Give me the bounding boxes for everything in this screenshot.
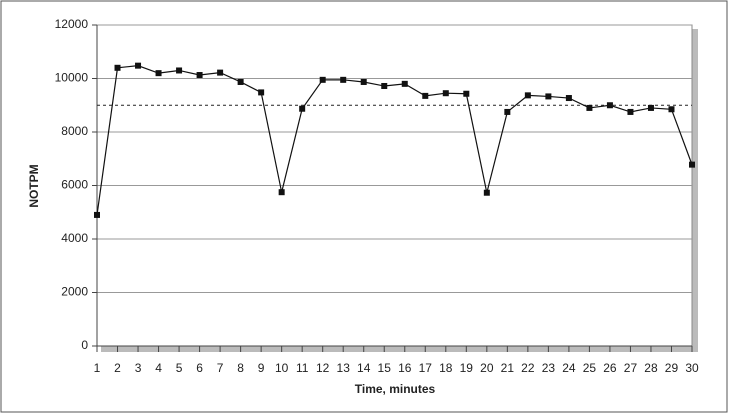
data-point <box>463 90 470 97</box>
data-point <box>258 89 265 96</box>
x-tick-label: 15 <box>378 361 392 375</box>
x-axis-title: Time, minutes <box>355 382 436 396</box>
x-tick-label: 29 <box>665 361 679 375</box>
data-point <box>114 64 121 71</box>
x-tick-label: 3 <box>135 361 142 375</box>
x-tick-label: 28 <box>644 361 658 375</box>
x-tick-label: 12 <box>316 361 330 375</box>
x-tick-label: 25 <box>583 361 597 375</box>
x-tick-label: 13 <box>337 361 351 375</box>
data-point <box>299 105 306 112</box>
x-tick-label: 27 <box>624 361 638 375</box>
data-point <box>196 72 203 79</box>
x-tick-label: 19 <box>460 361 474 375</box>
data-point <box>565 95 572 102</box>
x-tick-label: 8 <box>237 361 244 375</box>
x-tick-label: 17 <box>419 361 433 375</box>
data-line <box>96 65 693 216</box>
y-tick-label: 12000 <box>55 17 89 31</box>
data-point <box>504 108 511 115</box>
data-point <box>689 161 695 168</box>
data-point <box>135 62 142 69</box>
data-point <box>442 90 449 97</box>
data-point <box>627 108 634 115</box>
data-point <box>422 92 429 99</box>
x-tick-label: 5 <box>176 361 183 375</box>
x-tick-label: 4 <box>155 361 162 375</box>
data-point <box>401 80 408 87</box>
x-tick-label: 20 <box>480 361 494 375</box>
x-tick-label: 14 <box>357 361 371 375</box>
x-tick-label: 30 <box>685 361 699 375</box>
x-tick-label: 16 <box>398 361 412 375</box>
data-point <box>155 70 162 77</box>
y-axis-title: NOTPM <box>27 164 41 207</box>
data-point <box>606 102 613 109</box>
data-point <box>340 76 347 83</box>
data-point <box>668 106 675 113</box>
y-tick-label: 4000 <box>61 231 88 245</box>
data-point <box>94 211 100 218</box>
x-tick-label: 1 <box>94 361 101 375</box>
data-point <box>381 82 388 89</box>
y-tick-label: 2000 <box>61 285 88 299</box>
y-tick-label: 8000 <box>61 124 88 138</box>
x-tick-label: 21 <box>501 361 515 375</box>
x-tick-label: 6 <box>196 361 203 375</box>
x-tick-label: 11 <box>296 361 309 375</box>
data-point <box>278 189 285 196</box>
data-point <box>647 104 654 111</box>
x-tick-label: 9 <box>258 361 265 375</box>
data-point <box>586 104 593 111</box>
data-point <box>545 93 552 100</box>
y-tick-label: 10000 <box>55 71 89 85</box>
x-tick-label: 18 <box>439 361 453 375</box>
data-point <box>319 76 326 83</box>
y-tick-label: 0 <box>81 338 88 352</box>
y-tick-label: 6000 <box>61 178 88 192</box>
x-tick-label: 10 <box>275 361 289 375</box>
data-point <box>217 69 224 76</box>
x-tick-label: 23 <box>542 361 556 375</box>
x-tick-label: 26 <box>603 361 617 375</box>
data-point <box>237 78 244 85</box>
data-point <box>524 92 531 99</box>
x-tick-label: 2 <box>114 361 121 375</box>
x-tick-label: 7 <box>217 361 224 375</box>
data-point <box>483 189 490 196</box>
data-point <box>176 67 183 74</box>
x-tick-label: 24 <box>562 361 576 375</box>
data-point <box>360 78 367 85</box>
x-tick-label: 22 <box>521 361 535 375</box>
